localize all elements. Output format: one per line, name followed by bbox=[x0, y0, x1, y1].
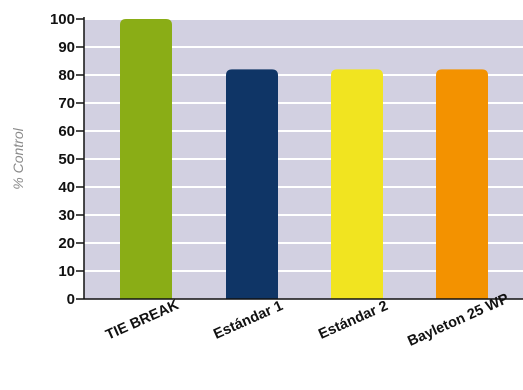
y-tick-label: 80 bbox=[58, 67, 75, 84]
x-tick-label: Estándar 1 bbox=[211, 298, 285, 343]
bar-est-ndar-2 bbox=[331, 69, 383, 300]
y-tick-label: 70 bbox=[58, 95, 75, 112]
y-tick-label: 90 bbox=[58, 39, 75, 56]
bar-est-ndar-1 bbox=[226, 69, 278, 300]
y-tick-label: 50 bbox=[58, 151, 75, 168]
y-tick-label: 40 bbox=[58, 179, 75, 196]
y-tick-label: 30 bbox=[58, 207, 75, 224]
bar-bayleton-25-wp bbox=[436, 69, 488, 300]
y-tick-label: 100 bbox=[50, 11, 75, 28]
x-tick-label: TIE BREAK bbox=[103, 297, 181, 344]
bar-tie-break bbox=[120, 19, 172, 299]
y-tick-label: 20 bbox=[58, 235, 75, 252]
bars bbox=[120, 19, 488, 300]
y-tick-label: 10 bbox=[58, 263, 75, 280]
x-tick-label: Estándar 2 bbox=[316, 298, 390, 343]
y-axis-title: % Control bbox=[10, 127, 26, 189]
y-tick-label: 0 bbox=[67, 291, 75, 308]
y-tick-label: 60 bbox=[58, 123, 75, 140]
